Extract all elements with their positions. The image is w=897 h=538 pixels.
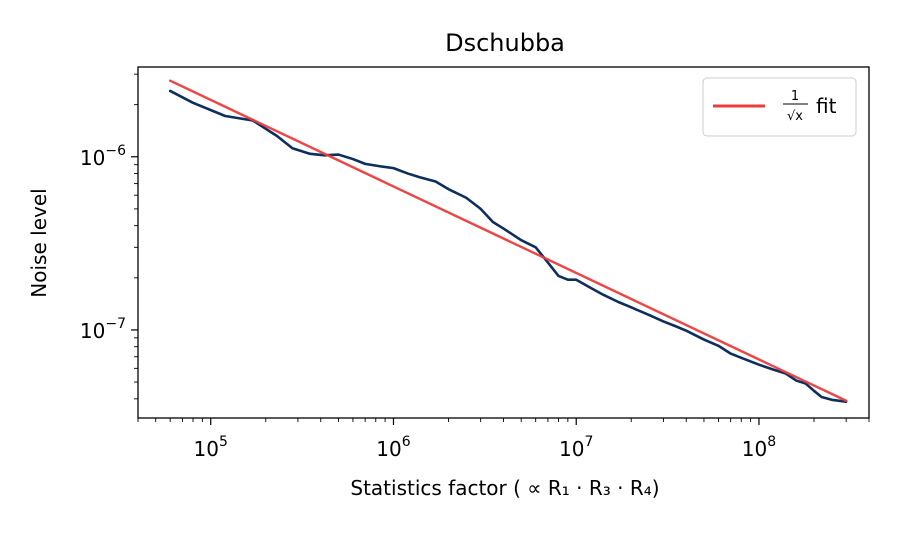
legend-label-fit: fit bbox=[816, 94, 837, 118]
x-tick-label: 106 bbox=[376, 434, 410, 461]
x-tick-label: 108 bbox=[742, 434, 776, 461]
series-layer bbox=[168, 79, 848, 404]
legend-fraction-denominator: √x bbox=[787, 109, 803, 124]
legend: 1 √x fit bbox=[702, 77, 857, 137]
x-tick-label: 105 bbox=[194, 434, 228, 461]
y-tick-label: 10−6 bbox=[80, 143, 126, 170]
legend-frame bbox=[702, 77, 857, 137]
series-line-fit bbox=[168, 79, 848, 402]
chart-title: Dschubba bbox=[445, 29, 565, 57]
y-tick-label: 10−7 bbox=[80, 316, 126, 343]
y-axis-label: Noise level bbox=[27, 188, 51, 297]
series-line-noise bbox=[168, 89, 848, 404]
ticks-layer: 105 106 107 108 10−6 10−7 bbox=[80, 73, 870, 461]
x-tick-label: 107 bbox=[559, 434, 593, 461]
plot-area: 105 106 107 108 10−6 10−7 bbox=[80, 66, 870, 461]
legend-fraction-numerator: 1 bbox=[791, 89, 799, 104]
x-axis-label: Statistics factor ( ∝ R₁ · R₃ · R₄) bbox=[350, 476, 659, 500]
